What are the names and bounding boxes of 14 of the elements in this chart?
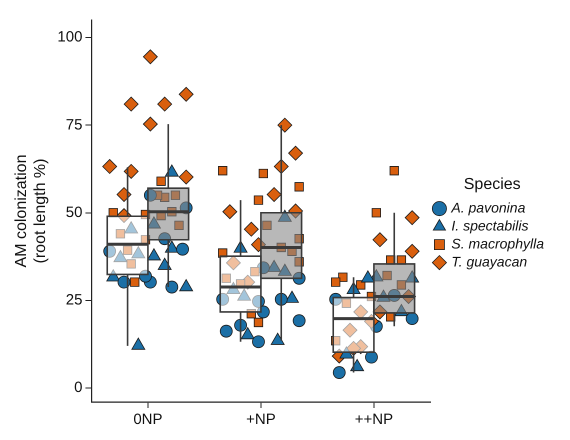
legend-title: Species <box>464 176 521 193</box>
legend-label: T. guayacan <box>451 253 528 270</box>
y-axis-title: AM colonization (root length %) <box>13 154 50 268</box>
legend-label: I. spectabilis <box>451 217 528 234</box>
y-tick-label: 50 <box>66 204 82 221</box>
y-tick-label: 100 <box>57 28 82 46</box>
y-tick-label: 75 <box>66 116 82 134</box>
x-tick-label: +NP <box>246 411 276 428</box>
y-tick-label: 25 <box>66 292 82 309</box>
legend-label: A. pavonina <box>450 199 526 216</box>
x-tick-label: 0NP <box>133 411 163 428</box>
legend-label: S. macrophylla <box>451 235 544 252</box>
y-tick-label: 0 <box>74 379 82 396</box>
x-tick-label: ++NP <box>354 411 394 428</box>
